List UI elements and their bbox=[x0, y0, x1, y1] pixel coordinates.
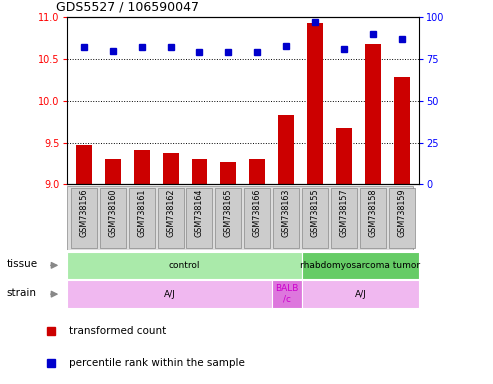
Text: GDS5527 / 106590047: GDS5527 / 106590047 bbox=[56, 0, 199, 13]
Text: A/J: A/J bbox=[164, 290, 175, 299]
Bar bbox=[273, 187, 299, 248]
Bar bbox=[302, 280, 419, 308]
Text: GSM738165: GSM738165 bbox=[224, 188, 233, 237]
Text: GSM738156: GSM738156 bbox=[79, 188, 88, 237]
Bar bbox=[272, 280, 302, 308]
Text: control: control bbox=[168, 261, 200, 270]
Bar bbox=[67, 280, 272, 308]
Bar bbox=[134, 150, 149, 184]
Text: GSM738164: GSM738164 bbox=[195, 188, 204, 237]
Bar bbox=[220, 162, 236, 184]
Bar bbox=[215, 187, 242, 248]
Bar bbox=[302, 252, 419, 279]
Bar bbox=[249, 159, 265, 184]
Text: GSM738161: GSM738161 bbox=[137, 188, 146, 237]
Bar bbox=[388, 187, 415, 248]
Bar bbox=[307, 23, 323, 184]
Text: GSM738159: GSM738159 bbox=[397, 188, 406, 237]
Text: GSM738160: GSM738160 bbox=[108, 188, 117, 237]
Text: GSM738162: GSM738162 bbox=[166, 188, 175, 237]
Bar bbox=[244, 187, 270, 248]
Text: tissue: tissue bbox=[7, 259, 38, 269]
Text: GSM738163: GSM738163 bbox=[282, 188, 291, 237]
Bar bbox=[186, 187, 212, 248]
Text: percentile rank within the sample: percentile rank within the sample bbox=[69, 358, 245, 368]
Bar bbox=[76, 145, 92, 184]
Text: BALB
/c: BALB /c bbox=[275, 285, 299, 304]
Bar bbox=[336, 128, 352, 184]
Text: strain: strain bbox=[7, 288, 36, 298]
Bar bbox=[163, 152, 178, 184]
Bar bbox=[129, 187, 155, 248]
Bar bbox=[100, 187, 126, 248]
Text: GSM738166: GSM738166 bbox=[253, 188, 262, 237]
Bar bbox=[158, 187, 183, 248]
Bar bbox=[191, 159, 208, 184]
Bar bbox=[278, 115, 294, 184]
Bar bbox=[302, 187, 328, 248]
Text: A/J: A/J bbox=[354, 290, 366, 299]
Text: transformed count: transformed count bbox=[69, 326, 166, 336]
Bar bbox=[331, 187, 357, 248]
Bar bbox=[394, 78, 410, 184]
Text: GSM738155: GSM738155 bbox=[311, 188, 319, 237]
Text: rhabdomyosarcoma tumor: rhabdomyosarcoma tumor bbox=[300, 261, 421, 270]
Text: GSM738158: GSM738158 bbox=[368, 188, 377, 237]
Bar bbox=[71, 187, 97, 248]
Bar bbox=[105, 159, 121, 184]
Text: GSM738157: GSM738157 bbox=[339, 188, 349, 237]
Bar bbox=[360, 187, 386, 248]
Bar bbox=[365, 44, 381, 184]
Bar bbox=[67, 252, 302, 279]
